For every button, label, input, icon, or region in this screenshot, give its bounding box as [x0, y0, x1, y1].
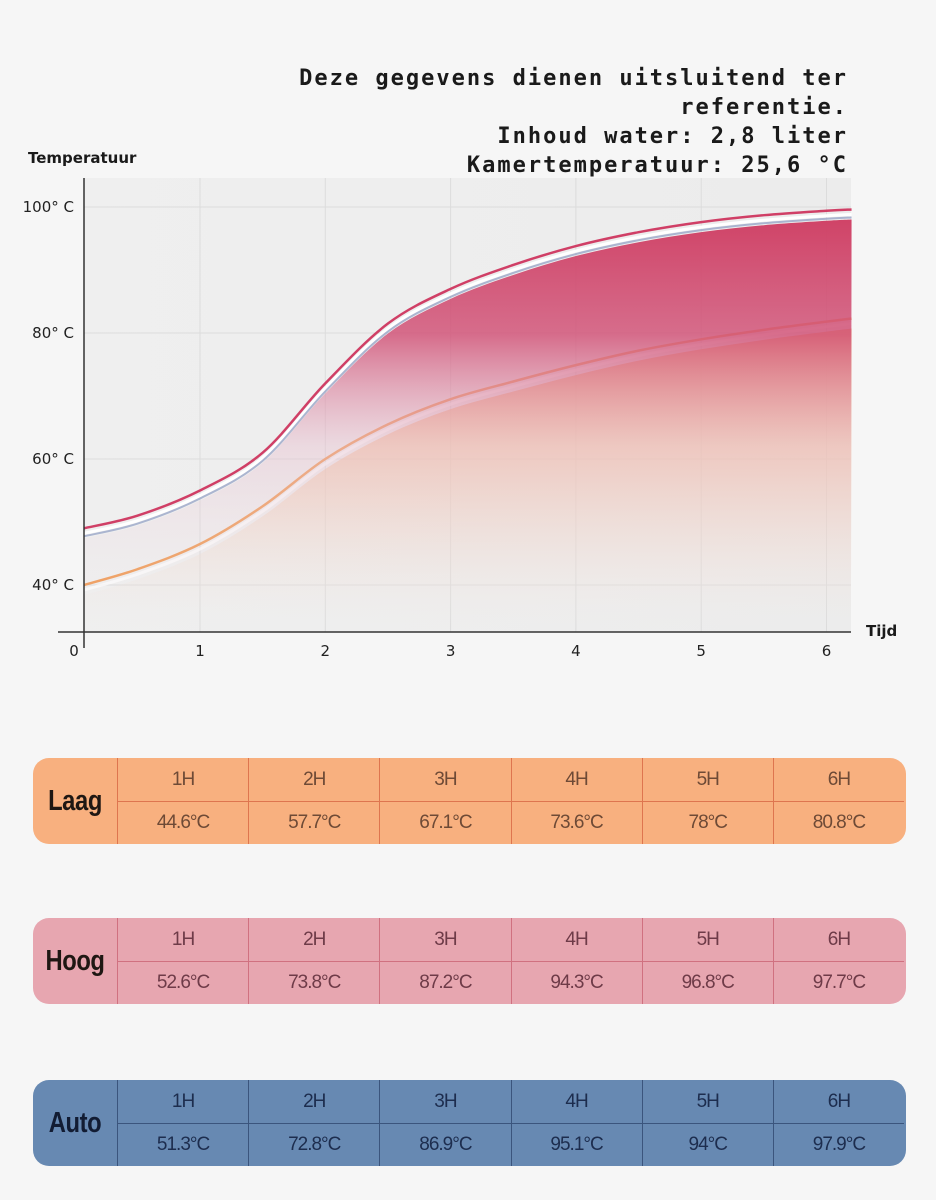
series-shadow-hoog [83, 216, 852, 538]
hour-cell: 2H [248, 1080, 379, 1123]
temp-cell: 80.8°C [772, 801, 904, 844]
temp-cell: 94.3°C [510, 961, 642, 1004]
hour-cell: 6H [772, 918, 904, 961]
temp-cell: 97.7°C [772, 961, 904, 1004]
y-tick-label: 100° C [23, 198, 74, 216]
series-line-hoog [83, 208, 852, 530]
hour-cell: 2H [248, 918, 379, 961]
hour-cell: 5H [641, 758, 773, 801]
x-tick-label: 2 [321, 642, 331, 660]
note-line: Kamertemperatuur: 25,6 °C [466, 153, 848, 178]
hour-cell: 1H [117, 1080, 248, 1123]
note-line: Inhoud water: 2,8 liter [497, 124, 848, 149]
hour-cell: 5H [641, 1080, 773, 1123]
hour-cell: 3H [379, 918, 510, 961]
hour-cell: 3H [379, 758, 510, 801]
x-tick-label-origin: 0 [69, 642, 79, 660]
x-tick-label: 3 [446, 642, 456, 660]
temperature-chart: 40° C 60° C 80° C 100° C 0 1 2 3 4 5 6 Temperatuur T… [23, 149, 898, 660]
temp-cell: 94°C [641, 1123, 773, 1166]
y-tick-label: 40° C [32, 576, 74, 594]
y-tick-label: 80° C [32, 324, 74, 342]
temp-cell: 67.1°C [379, 801, 511, 844]
x-tick-label: 1 [195, 642, 205, 660]
hour-cell: 6H [772, 1080, 904, 1123]
temp-cell: 87.2°C [379, 961, 511, 1004]
table-laag: Laag 1H 2H 3H 4H 5H 6H 44.6°C 57.7°C 67.… [33, 758, 906, 844]
temp-cell: 57.7°C [248, 801, 380, 844]
y-tick-label: 60° C [32, 450, 74, 468]
series-highlight-hoog [83, 213, 852, 535]
temp-cell: 95.1°C [510, 1123, 642, 1166]
temp-cell: 96.8°C [641, 961, 773, 1004]
temp-cell: 86.9°C [379, 1123, 511, 1166]
hour-cell: 3H [379, 1080, 510, 1123]
temp-cell: 78°C [641, 801, 773, 844]
temp-cell: 73.6°C [510, 801, 642, 844]
reference-note: Deze gegevens dienen uitsluitend ter ref… [299, 64, 848, 180]
hour-cell: 6H [772, 758, 904, 801]
table-grid-hoog: 1H 2H 3H 4H 5H 6H 52.6°C 73.8°C 87.2°C 9… [117, 918, 904, 1004]
note-line: referentie. [680, 95, 848, 120]
temp-cell: 73.8°C [248, 961, 380, 1004]
hour-cell: 1H [117, 918, 248, 961]
x-axis-title: Tijd [866, 622, 897, 640]
hour-cell: 5H [641, 918, 773, 961]
y-axis-title: Temperatuur [28, 149, 137, 167]
temp-cell: 52.6°C [117, 961, 249, 1004]
temp-cell: 72.8°C [248, 1123, 380, 1166]
table-label-laag: Laag [48, 784, 102, 817]
temp-cell: 44.6°C [117, 801, 249, 844]
table-label-hoog: Hoog [45, 944, 105, 977]
hour-cell: 1H [117, 758, 248, 801]
table-label-auto: Auto [48, 1106, 102, 1139]
temp-cell: 97.9°C [772, 1123, 904, 1166]
x-tick-label: 4 [571, 642, 581, 660]
hour-cell: 4H [510, 1080, 642, 1123]
area-hoog [84, 219, 852, 632]
hour-cell: 4H [510, 758, 642, 801]
x-tick-label: 5 [696, 642, 706, 660]
table-grid-laag: 1H 2H 3H 4H 5H 6H 44.6°C 57.7°C 67.1°C 7… [117, 758, 904, 844]
table-auto: Auto 1H 2H 3H 4H 5H 6H 51.3°C 72.8°C 86.… [33, 1080, 906, 1166]
temp-cell: 51.3°C [117, 1123, 249, 1166]
hour-cell: 4H [510, 918, 642, 961]
table-grid-auto: 1H 2H 3H 4H 5H 6H 51.3°C 72.8°C 86.9°C 9… [117, 1080, 904, 1166]
x-tick-label: 6 [822, 642, 832, 660]
hour-cell: 2H [248, 758, 379, 801]
table-hoog: Hoog 1H 2H 3H 4H 5H 6H 52.6°C 73.8°C 87.… [33, 918, 906, 1004]
note-line: Deze gegevens dienen uitsluitend ter [299, 66, 848, 91]
